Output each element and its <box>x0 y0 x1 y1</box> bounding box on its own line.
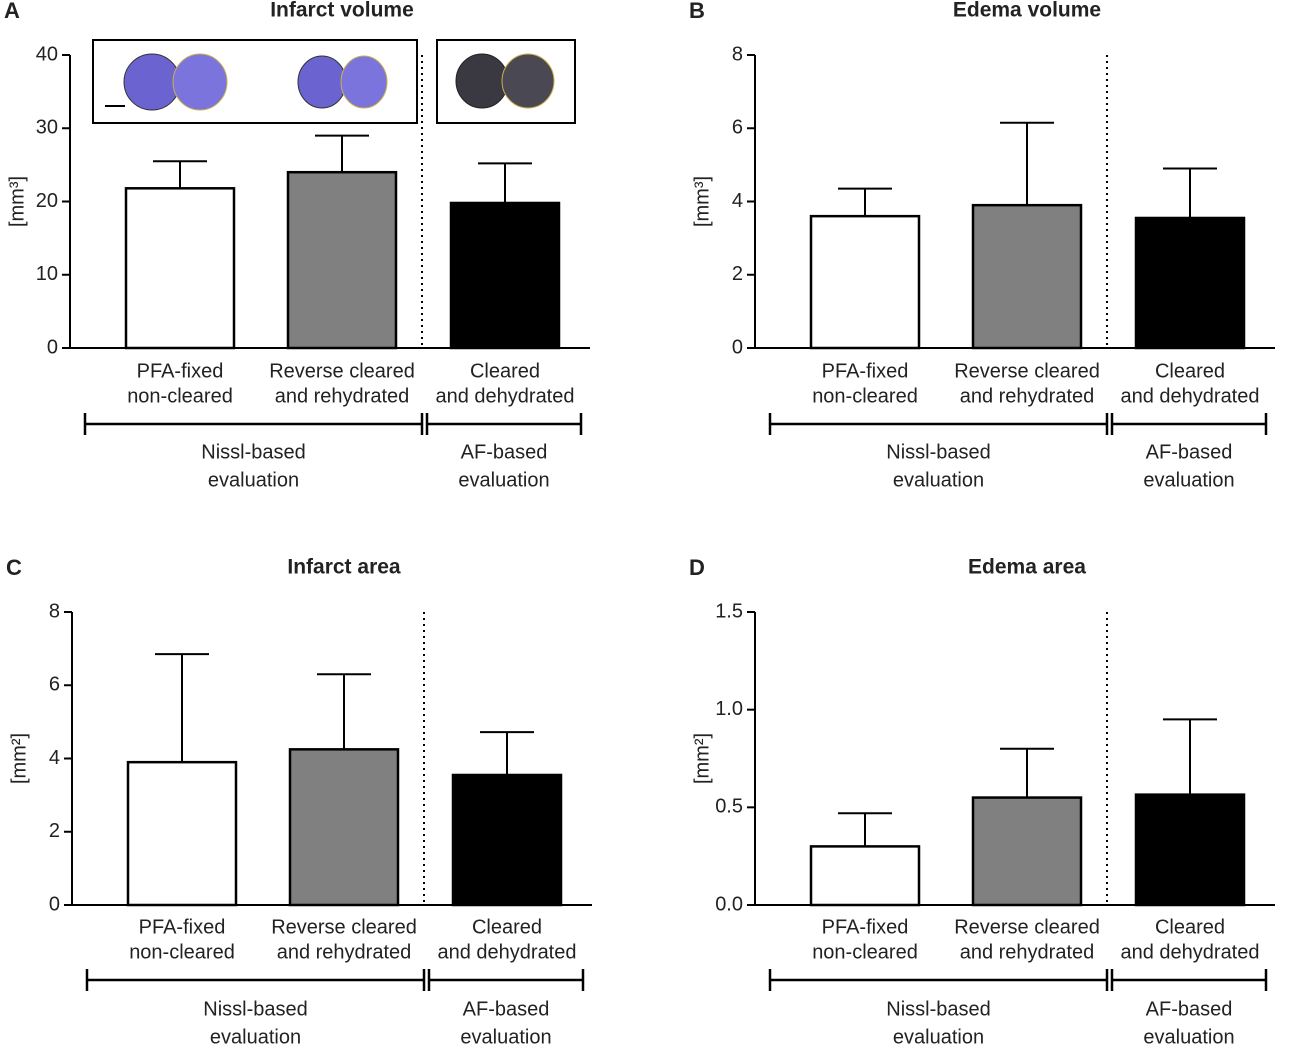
group-label: Nissl-based <box>886 441 990 463</box>
y-tick-label: 10 <box>36 263 58 285</box>
bar <box>1134 216 1246 350</box>
y-axis-label: [mm²] <box>691 733 713 784</box>
y-axis-label: [mm²] <box>8 733 30 784</box>
x-tick-label: non-cleared <box>129 941 235 963</box>
group-label: AF-based <box>1146 998 1233 1020</box>
x-tick-label: and dehydrated <box>435 385 574 407</box>
x-tick-label: Cleared <box>1155 360 1225 382</box>
group-label: evaluation <box>893 469 984 491</box>
x-tick-label: non-cleared <box>812 385 918 407</box>
x-tick-label: and dehydrated <box>1120 385 1259 407</box>
y-tick-label: 0 <box>732 336 743 358</box>
x-tick-label: and dehydrated <box>437 941 576 963</box>
group-label: evaluation <box>1143 1026 1234 1046</box>
bar <box>971 796 1083 907</box>
x-tick-label: Reverse cleared <box>269 360 415 382</box>
x-tick-label: Cleared <box>1155 916 1225 938</box>
y-tick-label: 6 <box>49 674 60 696</box>
x-tick-label: PFA-fixed <box>139 916 226 938</box>
y-tick-label: 20 <box>36 190 58 212</box>
y-tick-label: 30 <box>36 117 58 139</box>
bar <box>288 748 400 907</box>
bar <box>126 760 238 907</box>
y-axis-label: [mm³] <box>691 176 713 227</box>
y-tick-label: 0 <box>47 336 58 358</box>
group-label: evaluation <box>208 469 299 491</box>
y-tick-label: 1.5 <box>715 600 743 622</box>
x-tick-label: non-cleared <box>812 941 918 963</box>
y-tick-label: 4 <box>49 747 60 769</box>
chart-title: Edema volume <box>953 0 1101 22</box>
y-tick-label: 4 <box>732 190 743 212</box>
bar <box>449 201 561 350</box>
panel-letter: D <box>689 555 705 580</box>
x-tick-label: and rehydrated <box>277 941 412 963</box>
x-tick-label: and rehydrated <box>275 385 410 407</box>
x-tick-label: Reverse cleared <box>271 916 417 938</box>
bar <box>124 187 236 350</box>
group-label: evaluation <box>460 1026 551 1046</box>
group-label: evaluation <box>458 469 549 491</box>
y-tick-label: 2 <box>732 263 743 285</box>
x-tick-label: Cleared <box>470 360 540 382</box>
panel-letter: B <box>689 0 705 23</box>
bar <box>286 170 398 350</box>
x-tick-label: Reverse cleared <box>954 360 1100 382</box>
x-tick-label: PFA-fixed <box>822 360 909 382</box>
group-label: evaluation <box>210 1026 301 1046</box>
y-tick-label: 6 <box>732 117 743 139</box>
group-label: AF-based <box>1146 441 1233 463</box>
x-tick-label: Reverse cleared <box>954 916 1100 938</box>
bar <box>1134 793 1246 907</box>
x-tick-label: and rehydrated <box>960 941 1095 963</box>
y-tick-label: 8 <box>732 43 743 65</box>
chart-title: Infarct area <box>287 556 401 579</box>
group-label: Nissl-based <box>886 998 990 1020</box>
inset-images <box>92 39 576 124</box>
y-tick-label: 2 <box>49 820 60 842</box>
brain-slice <box>172 53 228 111</box>
x-tick-label: PFA-fixed <box>822 916 909 938</box>
bar <box>809 845 921 907</box>
x-tick-label: non-cleared <box>127 385 233 407</box>
brain-slice <box>297 55 347 109</box>
y-tick-label: 0.0 <box>715 893 743 915</box>
x-tick-label: and rehydrated <box>960 385 1095 407</box>
group-label: AF-based <box>461 441 548 463</box>
brain-slice <box>501 53 555 109</box>
chart-title: Infarct volume <box>270 0 414 22</box>
bar <box>451 773 563 907</box>
group-label: evaluation <box>893 1026 984 1046</box>
y-tick-label: 1.0 <box>715 698 743 720</box>
brain-slice <box>455 53 509 109</box>
group-label: Nissl-based <box>203 998 307 1020</box>
bar <box>971 203 1083 350</box>
x-tick-label: PFA-fixed <box>137 360 224 382</box>
panel-letter: C <box>6 555 22 580</box>
x-tick-label: and dehydrated <box>1120 941 1259 963</box>
panel-letter: A <box>4 0 20 23</box>
y-tick-label: 0 <box>49 893 60 915</box>
x-tick-label: Cleared <box>472 916 542 938</box>
brain-slice <box>340 55 388 109</box>
group-label: Nissl-based <box>201 441 305 463</box>
brain-slice <box>123 53 181 111</box>
y-tick-label: 40 <box>36 43 58 65</box>
bar <box>809 214 921 350</box>
chart-title: Edema area <box>968 556 1086 579</box>
group-label: AF-based <box>463 998 550 1020</box>
y-axis-label: [mm³] <box>6 176 28 227</box>
y-tick-label: 0.5 <box>715 796 743 818</box>
group-label: evaluation <box>1143 469 1234 491</box>
y-tick-label: 8 <box>49 600 60 622</box>
